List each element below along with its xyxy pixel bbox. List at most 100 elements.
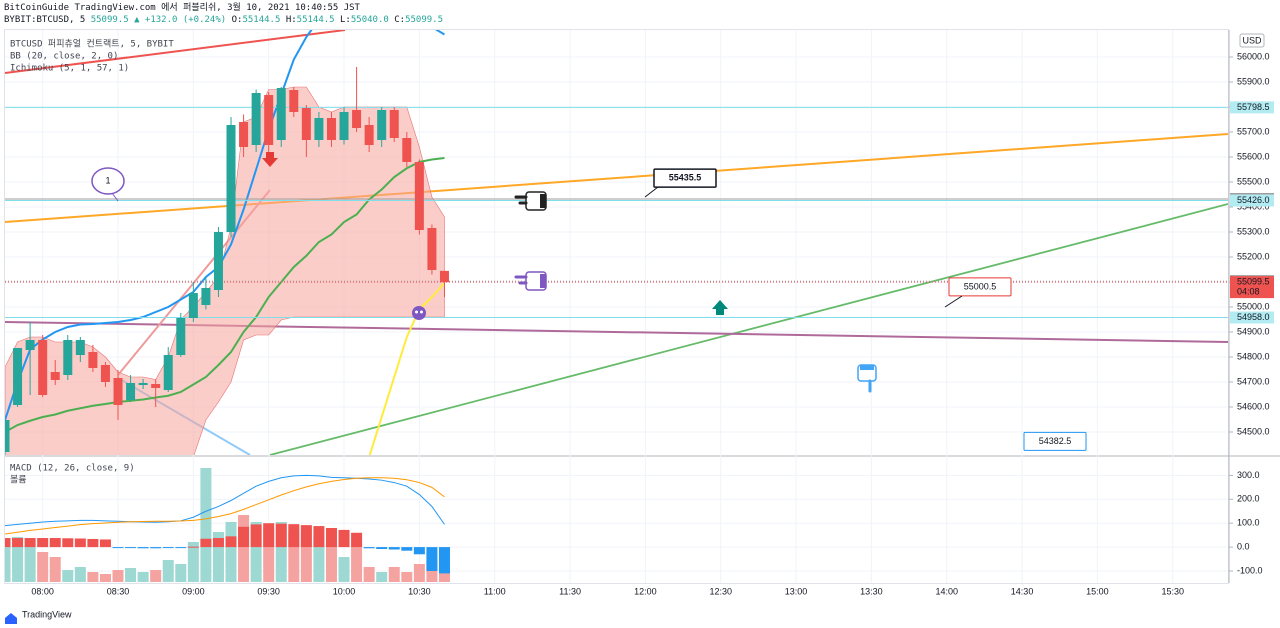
histogram-bar — [263, 523, 275, 548]
candle-body — [201, 288, 211, 305]
symbol: BYBIT:BTCUSD, 5 — [4, 15, 86, 25]
candle-body — [264, 95, 274, 145]
volume-bar — [200, 468, 212, 582]
candle-body — [301, 108, 311, 140]
x-tick-label: 11:30 — [559, 586, 581, 596]
histogram-bar — [87, 538, 99, 548]
histogram-bar — [376, 547, 388, 550]
histogram-bar — [238, 526, 250, 548]
price-label: 55798.5 — [1237, 102, 1270, 112]
y-tick-label: 54600.0 — [1237, 401, 1270, 411]
legend-ichimoku: Ichimoku (5, 1, 57, 1) — [10, 64, 129, 74]
bb-line — [368, 282, 446, 455]
annotation: 1 — [105, 175, 110, 185]
price-label-box — [1230, 311, 1274, 324]
candle-body — [138, 383, 148, 385]
trend-line — [5, 30, 346, 74]
histogram-bar — [300, 525, 312, 548]
change: ▲ +132.0 (+0.24%) — [134, 15, 227, 25]
x-tick-label: 12:00 — [634, 586, 657, 596]
histogram-bar — [125, 547, 137, 549]
candle-body — [176, 318, 186, 355]
histogram-bar — [313, 526, 325, 548]
trend-line — [5, 133, 1228, 223]
ohlc-key: L: — [340, 15, 351, 25]
y-tick-label: 54800.0 — [1237, 351, 1270, 361]
footer-brand: TradingView — [22, 609, 72, 619]
histogram-bar — [250, 524, 262, 548]
histogram-bar — [37, 538, 49, 548]
face-icon — [412, 306, 426, 320]
volume-bar — [238, 515, 250, 582]
histogram-bar — [351, 532, 363, 548]
x-tick-label: 15:30 — [1161, 586, 1184, 596]
histogram-bar — [49, 538, 61, 548]
main-pane — [5, 30, 1228, 455]
x-tick-label: 10:30 — [408, 586, 431, 596]
histogram-bar — [388, 547, 400, 550]
ohlc-key: C: — [394, 15, 406, 25]
ohlc-key: H: — [285, 15, 297, 25]
callout-pointer — [644, 186, 963, 308]
candle-body — [389, 110, 399, 138]
y-tick-label: 55900.0 — [1237, 76, 1270, 86]
callout-box — [653, 168, 717, 188]
x-tick-label: 15:00 — [1086, 586, 1109, 596]
candle-body — [339, 112, 349, 140]
price-label-box — [1230, 276, 1274, 299]
candle-body — [126, 383, 136, 400]
volume-bar — [376, 572, 388, 582]
volume-bar — [99, 574, 111, 582]
histogram-bar — [438, 547, 450, 574]
hand-icon — [514, 271, 547, 291]
y-tick-label: -100.0 — [1237, 565, 1263, 575]
ohlc: O:55144.5 H:55144.5 L:55040.0 C:55099.5 — [232, 15, 443, 25]
histogram-bar — [24, 538, 36, 548]
volume-bar — [225, 522, 237, 582]
x-tick-label: 14:30 — [1011, 586, 1034, 596]
price-label-countdown: 04:08 — [1237, 287, 1260, 297]
histogram-bar — [212, 538, 224, 548]
candle-body — [427, 228, 437, 270]
candle-body — [364, 125, 374, 145]
y-tick-label: 54700.0 — [1237, 376, 1270, 386]
histogram-bar — [99, 539, 111, 548]
ohlc-value: 55099.5 — [405, 15, 443, 25]
volume-bar — [401, 572, 413, 582]
header: BitCoinGuide TradingView.com 에서 퍼블리쉬, 3월… — [4, 2, 443, 26]
volume-bar — [212, 532, 224, 582]
grid — [5, 30, 1228, 583]
volume-bar — [351, 547, 363, 582]
price-label: 55099.5 — [1237, 277, 1270, 287]
volume-bar — [125, 568, 137, 582]
volume-bar — [250, 522, 262, 582]
candle-body — [38, 340, 48, 395]
price-label: 54958.0 — [1237, 312, 1270, 322]
candle-body — [414, 162, 424, 230]
logo — [5, 613, 17, 624]
x-tick-label: 08:30 — [107, 586, 130, 596]
y-tick-label: 55600.0 — [1237, 151, 1270, 161]
volume-bar — [62, 570, 74, 582]
volume-bar — [37, 552, 49, 582]
candle-body — [188, 293, 198, 318]
histogram-bar — [426, 547, 438, 572]
candle-body — [289, 90, 299, 112]
volume-bar — [87, 572, 99, 582]
price-label-box — [1230, 101, 1274, 114]
volume-bar — [413, 564, 425, 582]
histogram-bar — [401, 547, 413, 551]
ohlc-key: O: — [231, 15, 243, 25]
ichimoku-cloud — [5, 86, 445, 455]
icons — [262, 152, 877, 393]
candle-body — [352, 110, 362, 128]
candle-body — [100, 365, 110, 382]
candle-body — [63, 340, 73, 375]
macd-line — [5, 477, 445, 535]
x-tick-label: 13:00 — [785, 586, 808, 596]
legend-bb: BB (20, close, 2, 0) — [10, 52, 118, 62]
currency-box — [1239, 33, 1265, 48]
volume-bar — [275, 522, 287, 582]
volume-bar — [363, 567, 375, 582]
annotation-tail — [111, 192, 119, 202]
